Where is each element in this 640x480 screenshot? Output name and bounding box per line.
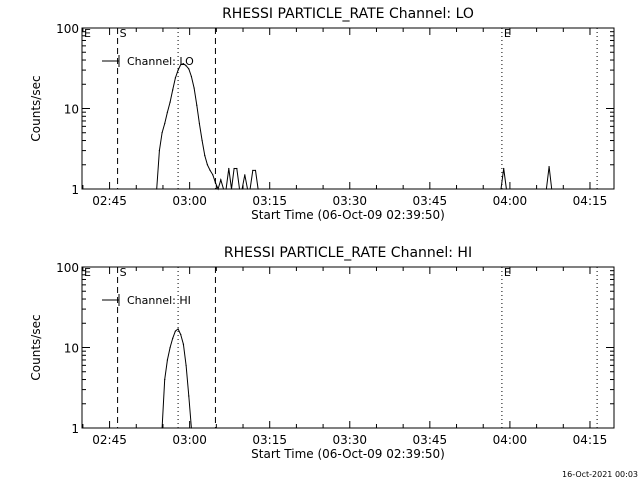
data-point	[188, 395, 190, 397]
marker-label: E	[504, 266, 511, 279]
data-point	[214, 182, 217, 184]
marker-label: E	[84, 266, 91, 279]
data-point	[172, 337, 174, 339]
x-axis-label: Start Time (06-Oct-09 02:39:50)	[251, 447, 445, 461]
data-point	[158, 149, 160, 152]
x-tick-label: 03:00	[172, 194, 207, 208]
data-point	[196, 104, 198, 106]
data-point	[169, 101, 171, 103]
data-point	[190, 75, 193, 78]
x-axis-label: Start Time (06-Oct-09 02:39:50)	[251, 208, 445, 222]
data-point	[193, 87, 195, 89]
data-point	[505, 188, 507, 190]
y-axis-label: Counts/sec	[29, 75, 43, 141]
chart-panel-1: RHESSI PARTICLE_RATE Channel: LO 02:45 03:…	[29, 6, 615, 222]
x-tick-label: 04:00	[493, 194, 528, 208]
x-tick-label: 03:30	[332, 194, 367, 208]
data-point	[166, 359, 169, 361]
y-tick-label: 10	[64, 342, 79, 356]
x-tick-label: 03:30	[332, 433, 367, 447]
data-point	[198, 122, 201, 125]
x-tick-label: 04:15	[573, 194, 608, 208]
data-point	[161, 427, 163, 429]
y-axis-label: Counts/sec	[29, 314, 43, 380]
data-point	[164, 122, 166, 125]
data-point	[201, 139, 203, 142]
marker-label: S	[120, 266, 127, 279]
data-point	[230, 188, 233, 190]
data-point	[249, 188, 251, 190]
legend-label: Channel: LO	[127, 55, 194, 68]
x-tick-label: 02:45	[92, 194, 127, 208]
data-point	[500, 188, 502, 190]
data-point	[212, 174, 214, 176]
data-point	[252, 169, 254, 172]
y-tick-label: 1	[71, 422, 79, 436]
y-tick-label: 1	[71, 183, 79, 197]
marker-label: E	[504, 27, 511, 40]
data-point	[238, 188, 241, 190]
marker-label: S	[120, 27, 127, 40]
data-point	[166, 111, 169, 113]
x-tick-label: 03:00	[172, 433, 207, 447]
y-tick-label: 10	[64, 103, 79, 117]
data-point	[209, 169, 211, 172]
data-point	[257, 188, 259, 190]
x-tick-label: 03:45	[413, 433, 448, 447]
data-point	[180, 64, 182, 66]
data-point	[177, 328, 179, 330]
y-tick-label: 100	[56, 261, 79, 275]
x-tick-label: 04:00	[493, 433, 528, 447]
series-line-segment	[161, 328, 192, 429]
data-point	[182, 63, 185, 65]
y-tick-label: 100	[56, 22, 79, 36]
chart-title: RHESSI PARTICLE_RATE Channel: LO	[222, 6, 474, 22]
x-tick-label: 03:15	[252, 194, 287, 208]
data-point	[164, 378, 166, 381]
data-point	[225, 188, 227, 190]
marker-label: E	[84, 27, 91, 40]
data-point	[222, 188, 225, 190]
data-point	[551, 188, 553, 190]
data-point	[188, 68, 190, 70]
data-point	[185, 65, 187, 67]
data-point	[177, 69, 179, 71]
data-point	[172, 89, 174, 91]
data-point	[180, 333, 182, 336]
data-point	[244, 174, 246, 176]
data-point	[545, 188, 547, 190]
x-tick-label: 02:45	[92, 433, 127, 447]
data-point	[182, 343, 185, 345]
x-tick-label: 03:15	[252, 433, 287, 447]
data-point	[246, 188, 249, 190]
chart-panel-2: RHESSI PARTICLE_RATE Channel: HI 02:45 03:…	[29, 245, 615, 461]
data-point	[204, 154, 206, 157]
data-point	[503, 167, 505, 170]
data-point	[254, 169, 257, 172]
chart-title: RHESSI PARTICLE_RATE Channel: HI	[224, 245, 472, 261]
data-point	[241, 188, 243, 190]
data-point	[548, 165, 550, 168]
data-point	[169, 346, 171, 349]
data-point	[185, 364, 187, 366]
data-point	[220, 179, 222, 181]
data-point	[161, 132, 163, 134]
data-point	[174, 330, 177, 332]
data-point	[228, 167, 230, 170]
legend-label: Channel: HI	[127, 294, 191, 307]
x-tick-label: 04:15	[573, 433, 608, 447]
data-point	[190, 427, 193, 429]
data-point	[236, 167, 238, 170]
footer-timestamp: 16-Oct-2021 00:03	[562, 470, 638, 479]
data-point	[156, 188, 158, 190]
data-point	[233, 167, 235, 170]
x-tick-label: 03:45	[413, 194, 448, 208]
data-point	[217, 188, 219, 190]
data-point	[206, 164, 209, 166]
data-point	[174, 77, 177, 79]
